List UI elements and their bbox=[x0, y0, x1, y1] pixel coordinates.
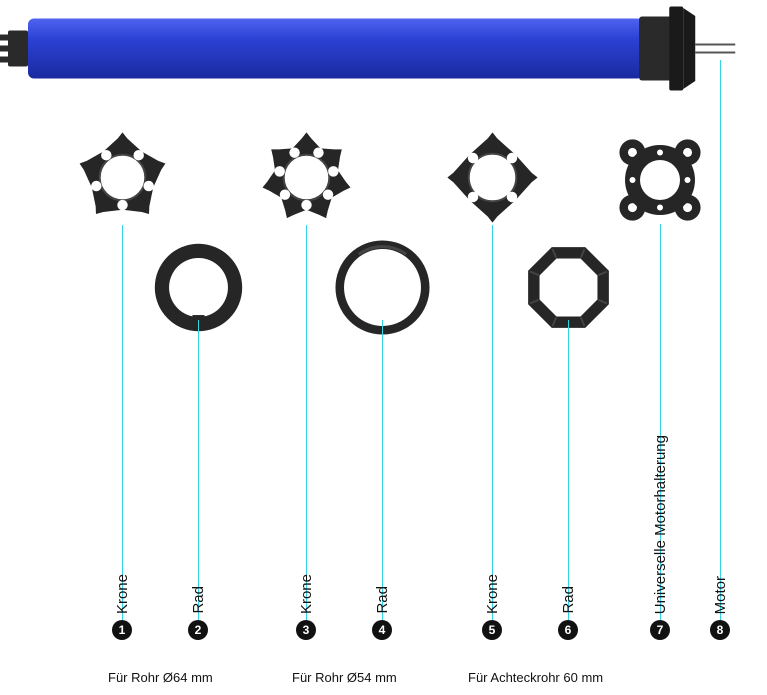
label-text-motor: Motor bbox=[712, 576, 729, 614]
label-rad-1: Rad 2 bbox=[188, 586, 208, 640]
label-text-krone-3: Krone bbox=[484, 574, 501, 614]
label-rad-2: Rad 4 bbox=[372, 586, 392, 640]
label-rad-3: Rad 6 bbox=[558, 586, 578, 640]
label-krone-3: Krone 5 bbox=[482, 574, 502, 640]
label-krone-1: Krone 1 bbox=[112, 574, 132, 640]
bracket-part bbox=[610, 130, 710, 235]
label-bracket: Universelle Motorhalterung 7 bbox=[650, 435, 670, 640]
label-text-rad-2: Rad bbox=[374, 586, 391, 614]
number-badge-6: 6 bbox=[558, 620, 578, 640]
number-badge-1: 1 bbox=[112, 620, 132, 640]
group-label-1: Für Rohr Ø64 mm bbox=[108, 670, 213, 685]
number-badge-5: 5 bbox=[482, 620, 502, 640]
label-text-krone-1: Krone bbox=[114, 574, 131, 614]
leader-line bbox=[720, 60, 721, 638]
crown-part-3 bbox=[445, 130, 540, 230]
crown-part-2 bbox=[259, 130, 354, 230]
motor-assembly bbox=[0, 6, 740, 106]
group-label-3: Für Achteckrohr 60 mm bbox=[468, 670, 603, 685]
number-badge-4: 4 bbox=[372, 620, 392, 640]
label-text-rad-1: Rad bbox=[190, 586, 207, 614]
crown-part-1 bbox=[75, 130, 170, 230]
label-text-rad-3: Rad bbox=[560, 586, 577, 614]
label-text-bracket: Universelle Motorhalterung bbox=[652, 435, 669, 614]
label-motor: Motor 8 bbox=[710, 576, 730, 640]
number-badge-8: 8 bbox=[710, 620, 730, 640]
group-label-2: Für Rohr Ø54 mm bbox=[292, 670, 397, 685]
label-krone-2: Krone 3 bbox=[296, 574, 316, 640]
number-badge-7: 7 bbox=[650, 620, 670, 640]
number-badge-3: 3 bbox=[296, 620, 316, 640]
label-text-krone-2: Krone bbox=[298, 574, 315, 614]
number-badge-2: 2 bbox=[188, 620, 208, 640]
